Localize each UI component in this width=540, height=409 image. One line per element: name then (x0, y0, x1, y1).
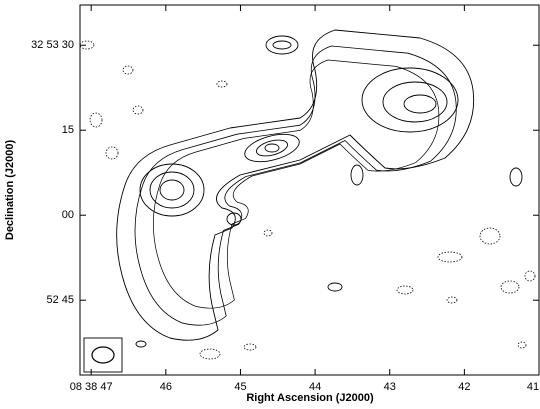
x-tick-label: 43 (384, 381, 396, 393)
x-axis-label: Right Ascension (J2000) (246, 392, 374, 404)
plot-frame (79, 4, 540, 376)
y-tick-label: 00 (62, 209, 74, 221)
y-axis-label: Declination (J2000) (4, 140, 16, 241)
contours (116, 29, 523, 348)
y-tick-label: 15 (62, 124, 74, 136)
x-tick-label: 41 (527, 381, 539, 393)
x-tick-label: 44 (309, 381, 321, 393)
x-tick-label: 46 (160, 381, 172, 393)
x-tick-label: 45 (234, 381, 246, 393)
negative-contours (79, 40, 536, 360)
x-tick-label: 08 38 47 (70, 381, 113, 393)
x-tick-label: 42 (458, 381, 470, 393)
beam (83, 337, 123, 373)
y-tick-label: 32 53 30 (31, 39, 74, 51)
y-tick-label: 52 45 (46, 294, 74, 306)
